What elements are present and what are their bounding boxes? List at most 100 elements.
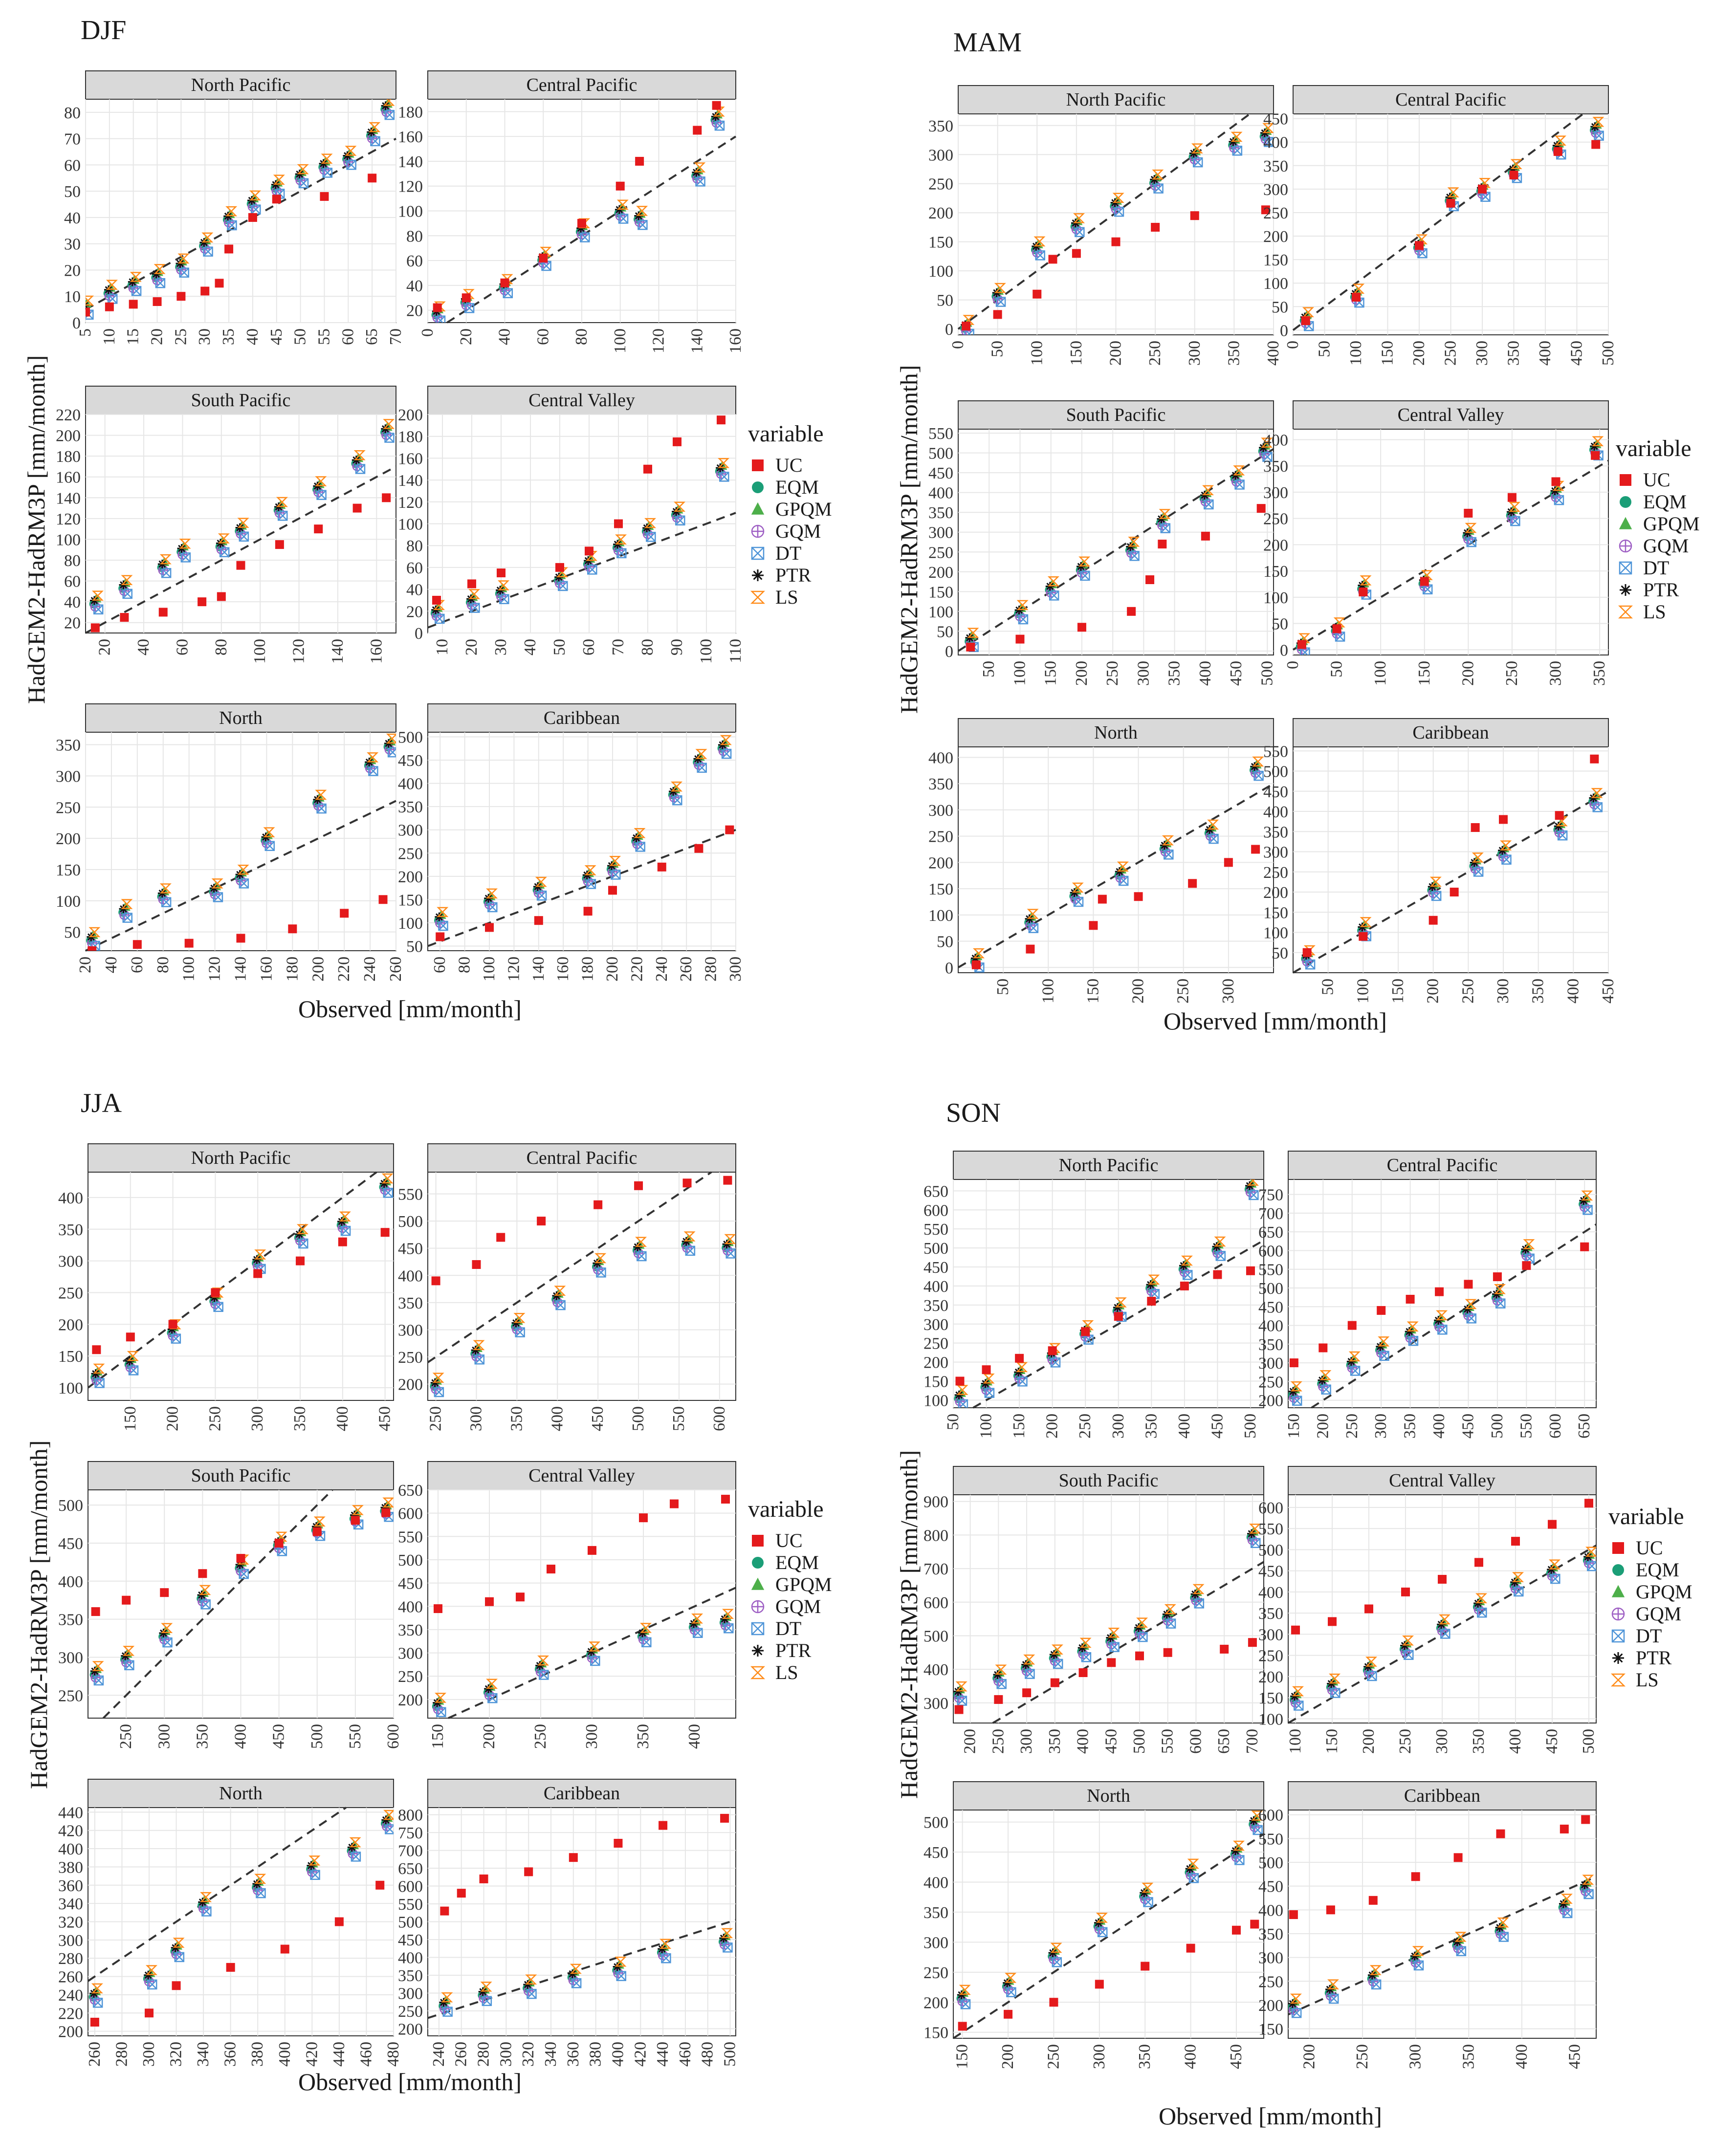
point-uc — [90, 623, 100, 633]
strip-son-north-pacific — [953, 1151, 1264, 1180]
point-ptr — [593, 1259, 602, 1268]
y-tick-label: 150 — [1258, 2021, 1283, 2039]
y-tick-label: 300 — [923, 1695, 948, 1713]
legend-label: GPQM — [1636, 1581, 1692, 1603]
x-tick-label: 150 — [1285, 1414, 1303, 1439]
strip-label-mam-caribbean: Caribbean — [1412, 722, 1489, 743]
points-son-caribbean — [1288, 1815, 1594, 2018]
point-uc — [1464, 508, 1473, 518]
x-tick-label: 50 — [1328, 661, 1346, 677]
points-djf-south-pacific — [89, 419, 395, 633]
point-uc — [1347, 1321, 1357, 1330]
y-tick-label: 160 — [398, 128, 423, 146]
point-ptr — [1363, 1662, 1373, 1671]
point-uc — [1450, 888, 1459, 896]
point-dt — [1049, 590, 1059, 601]
point-ls — [383, 419, 395, 429]
point-ptr — [1410, 1951, 1419, 1961]
point-ptr — [295, 1229, 304, 1239]
point-ls — [983, 1373, 995, 1384]
legend-marker — [752, 1644, 764, 1657]
point-uc — [1411, 1872, 1420, 1881]
point-ptr — [1231, 1846, 1240, 1855]
x-tick-label: 380 — [587, 2042, 605, 2067]
points-son-north-pacific — [954, 1179, 1259, 1408]
x-tick-label: 280 — [112, 2042, 131, 2067]
x-tick-label: 50 — [944, 1414, 962, 1430]
x-tick-label: 650 — [1575, 1414, 1593, 1439]
point-uc — [91, 1607, 100, 1616]
legend-jja: variable UC EQM GPQM GQM DT PTR LS — [748, 1496, 832, 1683]
point-dt — [1052, 1957, 1062, 1967]
point-ptr — [379, 1179, 389, 1188]
point-ls — [634, 828, 646, 838]
point-uc — [90, 2017, 99, 2027]
x-tick-label: 100 — [1347, 341, 1365, 366]
point-ptr — [587, 1647, 596, 1656]
strip-djf-north — [85, 703, 396, 733]
point-uc — [236, 561, 245, 570]
point-uc — [1438, 1574, 1447, 1584]
y-tick-label: 40 — [406, 277, 423, 295]
y-tick-label: 60 — [406, 559, 423, 577]
legend-label: LS — [775, 1661, 798, 1683]
y-tick-label: 250 — [398, 1349, 423, 1367]
point-ls — [1192, 1584, 1205, 1594]
grid-son-north-pacific — [953, 1179, 1264, 1408]
panel-son-caribbean: Caribbean 150 200 250 300 350 400 450 500 550 600 2… — [1258, 1781, 1597, 2069]
point-uc — [1201, 531, 1210, 541]
point-dt — [298, 1238, 308, 1249]
point-uc — [172, 1981, 181, 1990]
point-ls — [211, 878, 223, 889]
grid-mam-north — [958, 747, 1274, 973]
point-ls — [367, 752, 379, 763]
y-tick-label: 220 — [56, 406, 81, 424]
y-tick-label: 350 — [1258, 1336, 1283, 1354]
y-tick-label: 550 — [928, 425, 953, 443]
legend-symbol-dt — [1619, 561, 1632, 574]
point-uc — [380, 1228, 390, 1237]
x-tick-label: 700 — [1243, 1729, 1261, 1754]
point-uc — [1328, 1617, 1337, 1626]
point-ls — [435, 1693, 447, 1703]
x-tick-label: 280 — [475, 2042, 493, 2067]
point-ptr — [380, 1503, 390, 1512]
x-tick-label: 100 — [1354, 979, 1372, 1004]
point-uc — [236, 934, 245, 943]
point-dt — [1510, 516, 1520, 526]
point-dt — [92, 1998, 103, 2008]
x-tick-label: 150 — [1379, 341, 1397, 366]
x-tick-label: 25 — [172, 328, 190, 345]
point-uc — [534, 916, 543, 925]
point-ptr — [478, 1987, 487, 1996]
x-tick-label: 40 — [521, 639, 539, 655]
point-dt — [124, 1660, 134, 1671]
panel-son-south-pacific: South Pacific 300 400 500 600 700 800 900 200 250… — [923, 1466, 1265, 1754]
strip-label-son-south-pacific: South Pacific — [1059, 1470, 1159, 1491]
point-uc — [280, 1944, 289, 1954]
y-axis-label-jja: HadGEM2-HadRM3P [mm/month] — [25, 1440, 52, 1789]
legend-label: DT — [1643, 557, 1670, 579]
x-tick-label: 400 — [232, 1724, 250, 1749]
x-tick-label: 150 — [1084, 979, 1102, 1004]
point-ls — [554, 1286, 566, 1296]
point-dt — [131, 286, 142, 296]
y-tick-label: 450 — [928, 464, 953, 482]
point-dt — [1138, 1632, 1148, 1642]
point-ptr — [347, 1843, 356, 1852]
point-dt — [693, 1628, 703, 1638]
x-tick-label: 50 — [989, 341, 1007, 357]
point-uc — [158, 608, 168, 617]
point-ls — [254, 1249, 266, 1260]
x-tick-label: 320 — [519, 2042, 537, 2067]
plot-area-jja-central-valley — [427, 1489, 736, 1719]
point-ls — [584, 865, 596, 875]
point-uc — [1033, 289, 1042, 299]
y-tick-label: 250 — [923, 1335, 948, 1353]
x-tick-label: 50 — [994, 979, 1012, 995]
point-uc — [120, 613, 129, 622]
y-tick-label: 250 — [1263, 204, 1288, 222]
point-dt — [1017, 1376, 1028, 1387]
x-tick-label: 50 — [291, 328, 309, 345]
point-uc — [725, 825, 734, 834]
